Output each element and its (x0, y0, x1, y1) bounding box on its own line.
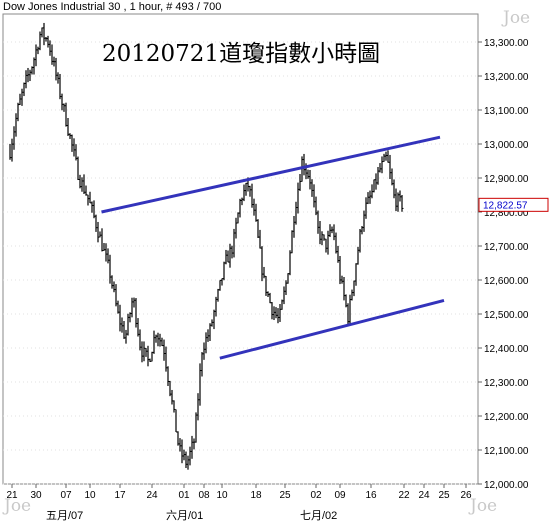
x-tick-label: 10 (216, 490, 228, 501)
x-tick-label: 21 (6, 490, 18, 501)
y-tick-label: 13,200.00 (484, 72, 529, 83)
month-label-june: 六月/01 (166, 510, 204, 522)
y-axis: 12,000.00 12,100.00 12,200.00 12,300.00 12,4… (478, 38, 529, 491)
x-tick-label: 08 (198, 490, 210, 501)
last-price-box (478, 197, 549, 212)
x-tick-label: 16 (365, 490, 377, 501)
x-tick-label: 25 (438, 490, 450, 501)
trend-channel (101, 135, 445, 360)
x-tick-label: 25 (279, 490, 291, 501)
y-tick-label: 13,300.00 (484, 38, 529, 49)
x-tick-label: 10 (84, 490, 96, 501)
y-tick-label: 13,100.00 (484, 106, 529, 117)
y-tick-label: 12,300.00 (484, 378, 529, 389)
month-label-may: 五月/07 (46, 510, 84, 522)
x-tick-label: 24 (418, 490, 430, 501)
y-tick-label: 12,600.00 (484, 276, 529, 287)
x-tick-label: 01 (178, 490, 190, 501)
x-tick-label: 17 (114, 490, 126, 501)
x-tick-label: 02 (310, 490, 322, 501)
y-tick-label: 12,100.00 (484, 446, 529, 457)
x-tick-label: 09 (334, 490, 346, 501)
y-tick-label: 12,400.00 (484, 344, 529, 355)
x-tick-label: 18 (250, 490, 262, 501)
watermark-top-right: Joe (503, 8, 531, 28)
upper-channel-line (101, 135, 441, 214)
instrument-info: Dow Jones Industrial 30 , 1 hour, # 493 … (3, 1, 222, 13)
x-tick-label: 30 (30, 490, 42, 501)
x-tick-label: 22 (398, 490, 410, 501)
y-tick-label: 12,700.00 (484, 242, 529, 253)
x-tick-label: 24 (146, 490, 158, 501)
price-bars (9, 22, 404, 470)
y-tick-label: 13,000.00 (484, 140, 529, 151)
y-tick-label: 12,200.00 (484, 412, 529, 423)
x-tick-label: 26 (460, 490, 472, 501)
x-tick-label: 07 (60, 490, 72, 501)
watermark-bottom-right: Joe (470, 496, 498, 516)
month-label-july: 七月/02 (300, 510, 338, 522)
chart-title: 20120721道瓊指數小時圖 (102, 41, 381, 67)
y-tick-label: 12,500.00 (484, 310, 529, 321)
last-price-marker: 12,822.57 (478, 197, 549, 212)
y-tick-label: 12,000.00 (484, 480, 529, 491)
watermark-bottom-left: Joe (4, 496, 32, 516)
x-axis: 21 30 07 10 17 24 01 08 10 18 25 02 09 16 22 24 25 26 (6, 484, 472, 501)
lower-channel-line (219, 298, 445, 360)
plot-frame (2, 13, 479, 485)
y-tick-label: 12,900.00 (484, 174, 529, 185)
y-tick-label: 12,800.00 (484, 208, 529, 219)
last-price-label: 12,822.57 (483, 200, 528, 211)
